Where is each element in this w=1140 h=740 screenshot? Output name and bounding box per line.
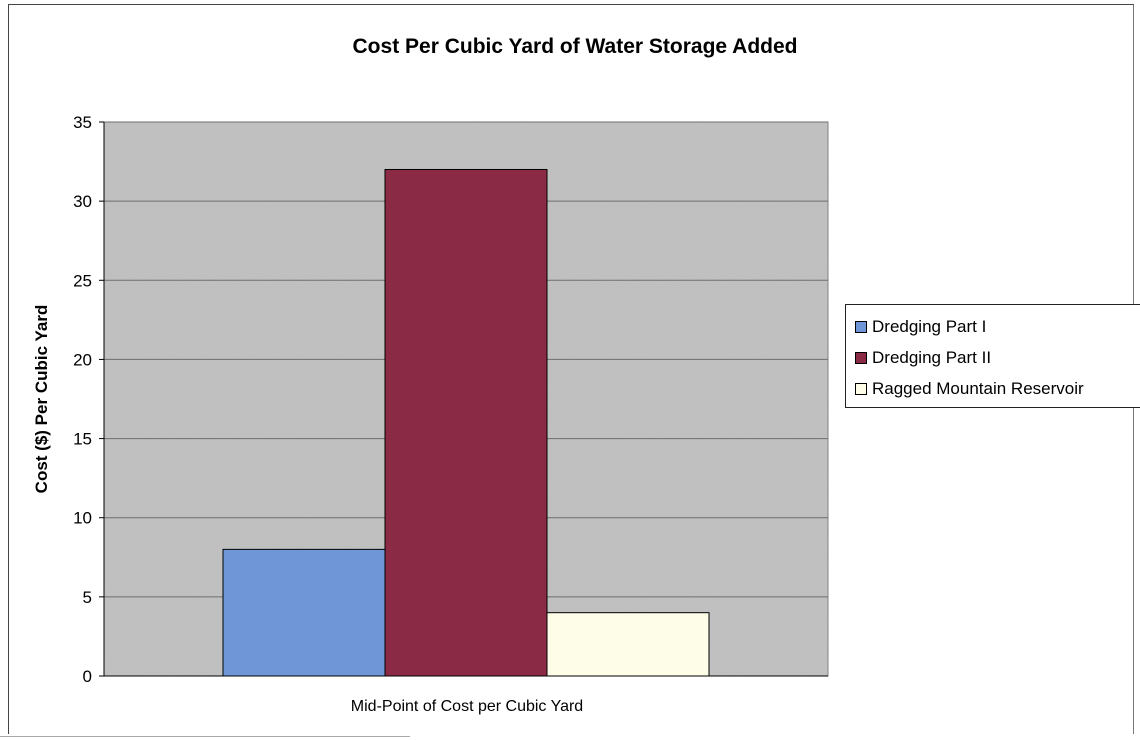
y-tick-label: 10 — [73, 509, 92, 528]
x-category-label: Mid-Point of Cost per Cubic Yard — [351, 698, 583, 715]
y-tick-label: 5 — [83, 588, 92, 607]
legend-item-dredging-part-2: Dredging Part II — [855, 342, 1140, 373]
legend-swatch-dredging-part-1 — [855, 320, 867, 333]
y-axis: 0 5 10 15 20 25 30 35 — [73, 113, 828, 686]
y-tick-label: 15 — [73, 430, 92, 449]
legend-item-dredging-part-1: Dredging Part I — [855, 311, 1140, 342]
y-tick-label: 30 — [73, 192, 92, 211]
bar-ragged-mountain-reservoir — [546, 612, 710, 677]
legend-item-ragged-mountain-reservoir: Ragged Mountain Reservoir — [855, 373, 1140, 404]
chart-title: Cost Per Cubic Yard of Water Storage Add… — [353, 35, 798, 58]
bar-dredging-part-ii — [384, 168, 548, 677]
page-edge-line — [0, 736, 410, 737]
bar-dredging-part-i — [222, 548, 386, 677]
legend-swatch-ragged-mountain-reservoir — [855, 382, 867, 395]
legend: Dredging Part I Dredging Part II Ragged … — [845, 304, 1140, 408]
y-tick-label: 35 — [73, 113, 92, 132]
legend-label-ragged-mountain-reservoir: Ragged Mountain Reservoir — [872, 378, 1084, 398]
legend-label-dredging-part-2: Dredging Part II — [872, 347, 992, 367]
y-tick-label: 25 — [73, 271, 92, 290]
legend-swatch-dredging-part-2 — [855, 351, 867, 364]
bars — [222, 168, 710, 677]
y-tick-label: 20 — [73, 350, 92, 369]
legend-label-dredging-part-1: Dredging Part I — [872, 316, 987, 336]
y-axis-title: Cost ($) Per Cubic Yard — [32, 305, 51, 494]
y-tick-label: 0 — [83, 667, 92, 686]
